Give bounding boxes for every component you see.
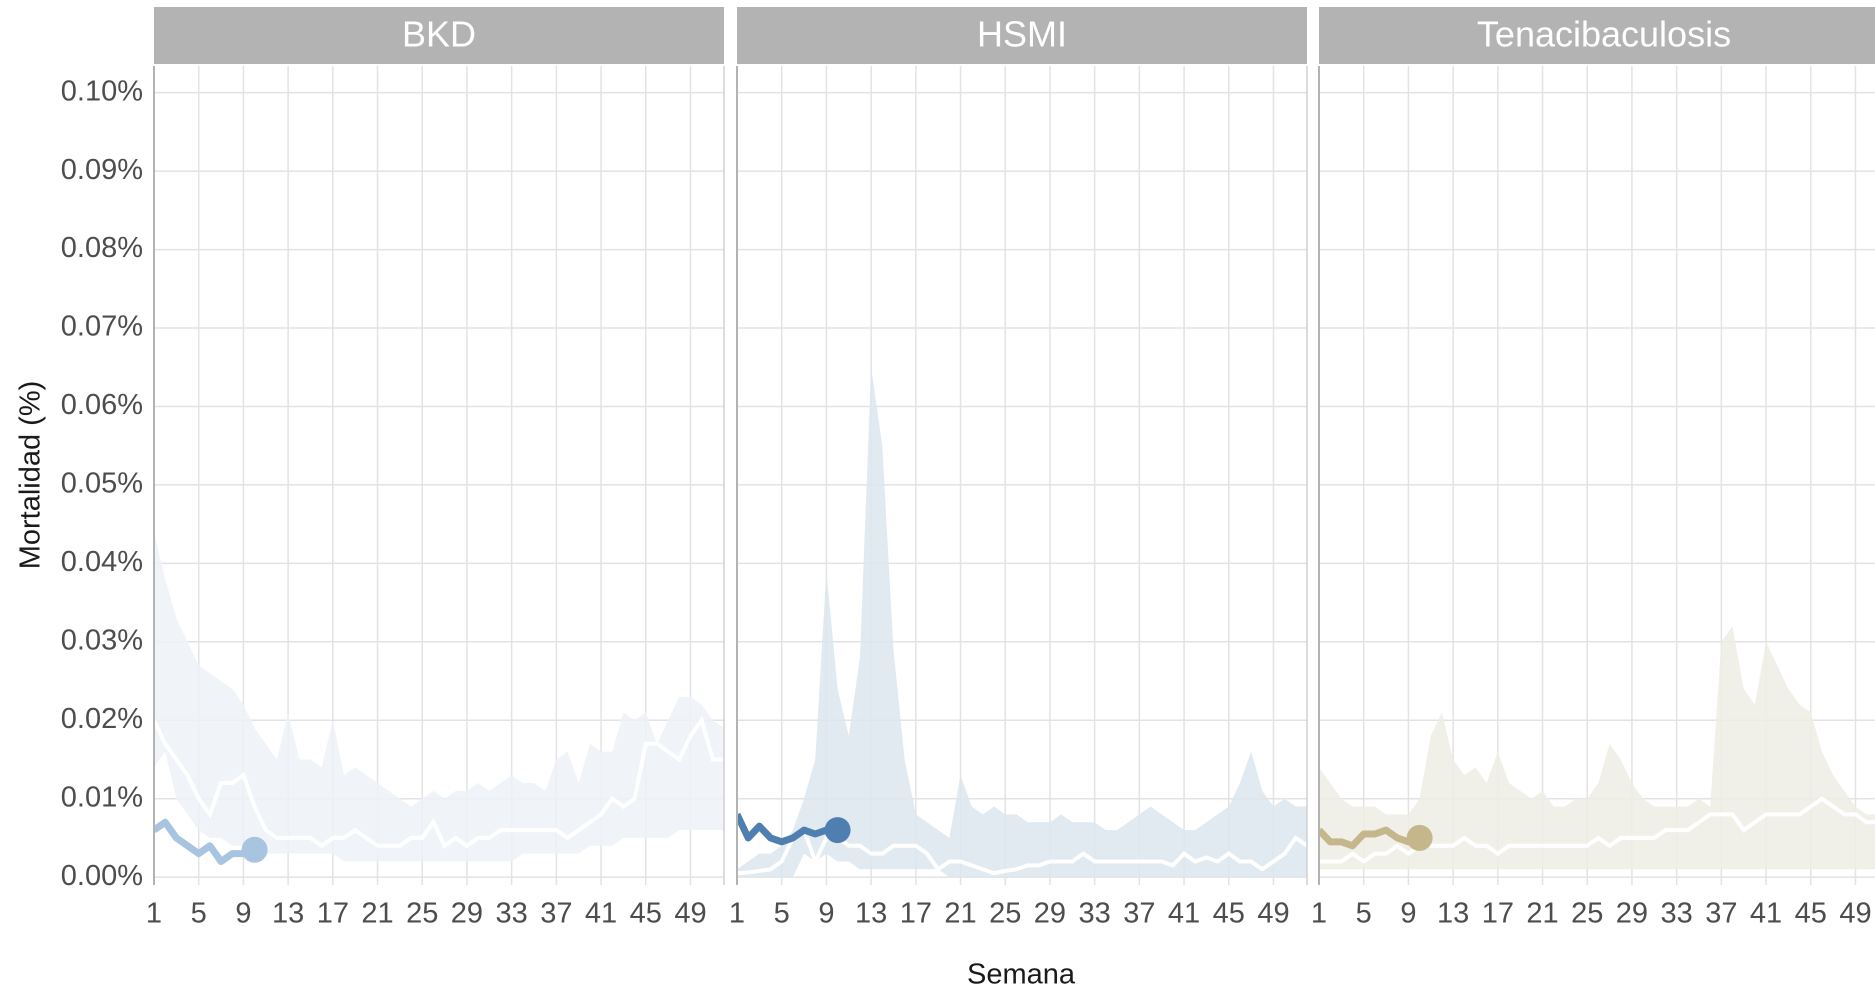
x-tick-label: 45	[1795, 898, 1827, 930]
x-tick-label: 45	[1213, 898, 1245, 930]
x-tick-label: 21	[944, 898, 976, 930]
x-tick-label: 33	[496, 898, 528, 930]
current-point	[824, 817, 851, 844]
x-tick-label: 1	[729, 898, 745, 930]
facet-title: HSMI	[977, 14, 1067, 55]
x-tick-label: 13	[1437, 898, 1469, 930]
y-tick-label: 0.01%	[61, 781, 143, 813]
x-tick-label: 37	[1705, 898, 1737, 930]
x-tick-label: 33	[1661, 898, 1693, 930]
x-tick-label: 45	[630, 898, 662, 930]
y-tick-label: 0.07%	[61, 311, 143, 343]
strip	[1319, 7, 1875, 64]
facet-title: BKD	[402, 14, 476, 55]
x-tick-label: 5	[191, 898, 207, 930]
x-tick-label: 21	[1526, 898, 1558, 930]
x-tick-label: 29	[451, 898, 483, 930]
current-point	[1406, 824, 1433, 851]
x-tick-label: 37	[1123, 898, 1155, 930]
current-line	[154, 818, 256, 865]
x-tick-label: 25	[989, 898, 1021, 930]
x-tick-label: 29	[1034, 898, 1066, 930]
strip	[737, 7, 1307, 64]
x-tick-label: 17	[900, 898, 932, 930]
x-axis-label: Semana	[967, 959, 1076, 990]
x-tick-label: 41	[1750, 898, 1782, 930]
y-tick-label: 0.10%	[61, 75, 143, 107]
x-tick-label: 37	[540, 898, 572, 930]
x-tick-label: 17	[317, 898, 349, 930]
x-tick-label: 49	[1257, 898, 1289, 930]
x-tick-label: 49	[674, 898, 706, 930]
x-tick-label: 17	[1482, 898, 1514, 930]
y-tick-label: 0.04%	[61, 546, 143, 578]
range-band	[1319, 626, 1875, 870]
x-tick-label: 1	[146, 898, 162, 930]
x-tick-label: 9	[235, 898, 251, 930]
range-band	[154, 531, 724, 862]
x-tick-label: 5	[1356, 898, 1372, 930]
x-tick-label: 1	[1311, 898, 1327, 930]
x-tick-label: 25	[1571, 898, 1603, 930]
y-tick-label: 0.00%	[61, 860, 143, 892]
y-tick-label: 0.05%	[61, 468, 143, 500]
y-axis-label: Mortalidad (%)	[15, 381, 47, 570]
x-tick-label: 9	[1400, 898, 1416, 930]
x-tick-label: 13	[855, 898, 887, 930]
y-tick-label: 0.09%	[61, 154, 143, 186]
facet-title: Tenacibaculosis	[1477, 14, 1731, 55]
x-tick-label: 9	[818, 898, 834, 930]
panel-content	[1319, 66, 1875, 885]
y-tick-label: 0.03%	[61, 624, 143, 656]
panel-content	[154, 66, 724, 885]
x-tick-label: 33	[1079, 898, 1111, 930]
x-tick-label: 13	[272, 898, 304, 930]
x-tick-label: 41	[585, 898, 617, 930]
median-line	[154, 715, 724, 849]
x-tick-label: 29	[1616, 898, 1648, 930]
median-line	[1319, 796, 1875, 864]
panel	[153, 66, 725, 885]
panel	[736, 66, 1308, 885]
x-tick-label: 41	[1168, 898, 1200, 930]
x-tick-label: 25	[406, 898, 438, 930]
current-line	[737, 812, 838, 846]
y-tick-label: 0.08%	[61, 232, 143, 264]
y-tick-label: 0.06%	[61, 389, 143, 421]
strip	[154, 7, 724, 64]
x-tick-label: 21	[361, 898, 393, 930]
current-line	[1319, 826, 1421, 850]
y-tick-label: 0.02%	[61, 703, 143, 735]
panel	[1318, 66, 1875, 885]
range-band	[737, 367, 1307, 878]
current-point	[241, 836, 268, 863]
x-tick-label: 49	[1839, 898, 1871, 930]
panel-content	[737, 66, 1307, 885]
x-tick-label: 5	[774, 898, 790, 930]
